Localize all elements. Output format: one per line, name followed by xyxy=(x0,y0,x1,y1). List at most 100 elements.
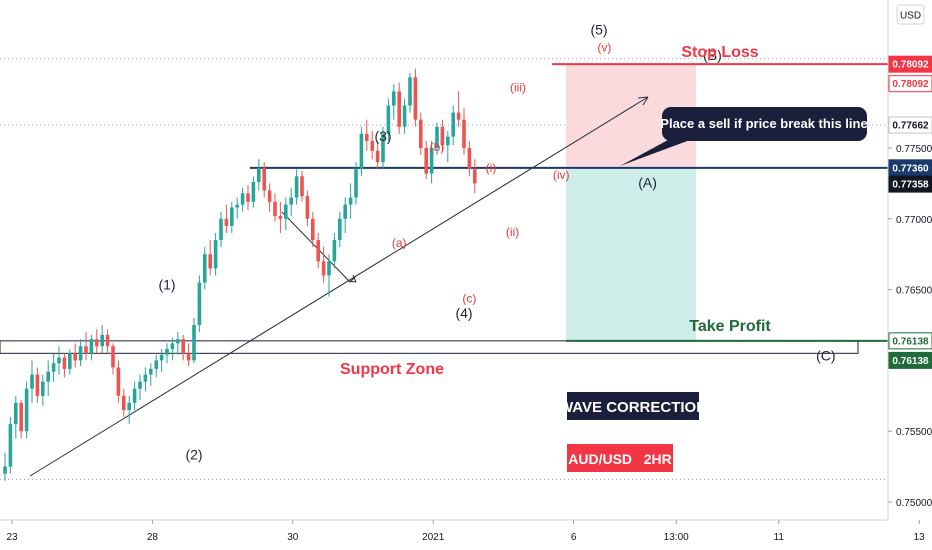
candle-body xyxy=(262,167,266,191)
time-tick-label: 23 xyxy=(6,532,18,543)
candle-body xyxy=(51,363,56,372)
candle-body xyxy=(359,133,364,170)
wave-labels: (1) (2) (3) (4) (5) (A) (B) (C) (a) (b) (c) (i) (ii)… xyxy=(158,22,835,463)
wave-label: (5) xyxy=(590,22,607,38)
support-zone-box xyxy=(0,340,859,354)
candle-body xyxy=(413,77,418,120)
wave-label: (b) xyxy=(430,140,445,154)
candle-body xyxy=(165,349,169,355)
candle-body xyxy=(273,201,277,216)
price-tick-label: 0.76500 xyxy=(896,286,932,297)
stop-loss-label: Stop Loss xyxy=(681,44,758,61)
price-tag xyxy=(888,175,932,193)
candle-body xyxy=(392,91,396,106)
wave-correction-text: WAVE CORRECTION xyxy=(559,399,707,416)
candle-body xyxy=(230,207,234,226)
callout-text: Place a sell if price break this line xyxy=(660,116,867,131)
candle-body xyxy=(381,133,385,163)
candle-body xyxy=(41,381,45,396)
candlesticks xyxy=(3,68,477,481)
wave-label: (B) xyxy=(703,47,722,63)
candle-body xyxy=(8,424,13,467)
candle-body xyxy=(397,91,401,127)
candle-body xyxy=(365,133,369,141)
wave-label: (1) xyxy=(158,277,175,293)
candle-body xyxy=(429,148,434,174)
trend-line xyxy=(29,96,649,477)
candle-body xyxy=(386,105,391,134)
candle-body xyxy=(370,140,374,151)
candle-body xyxy=(354,169,358,198)
currency-button[interactable]: USD xyxy=(896,4,925,25)
price-tag-label: 0.78092 xyxy=(892,79,929,90)
candle-body xyxy=(127,402,131,410)
candle-body xyxy=(348,197,353,205)
time-tick-label: 28 xyxy=(147,532,159,543)
price-tag-label: 0.77358 xyxy=(892,180,929,191)
wave-label: (i) xyxy=(486,161,497,175)
wave-label: (a) xyxy=(392,236,407,250)
candle-body xyxy=(170,343,175,350)
time-tick-label: 6 xyxy=(571,532,577,543)
risk-reward-zones[interactable] xyxy=(566,64,696,341)
candle-body xyxy=(424,148,428,174)
candle-body xyxy=(3,466,7,474)
candle-body xyxy=(138,381,142,389)
trend-line-arrow xyxy=(637,96,649,106)
candle-body xyxy=(89,339,94,354)
price-tick-label: 0.77500 xyxy=(896,144,932,155)
candle-body xyxy=(62,357,67,369)
price-tag-label: 0.78092 xyxy=(892,60,929,71)
candle-body xyxy=(446,136,450,146)
time-tick-label: 11 xyxy=(774,532,785,543)
candle-body xyxy=(246,193,250,202)
candle-body xyxy=(122,395,126,410)
candle-body xyxy=(251,181,256,202)
candle-body xyxy=(30,374,34,389)
candle-body xyxy=(327,261,331,276)
candle-body xyxy=(462,119,466,148)
candle-body xyxy=(473,169,477,184)
candle-body xyxy=(208,254,212,269)
candle-body xyxy=(321,261,326,276)
sell-callout: Place a sell if price break this line xyxy=(620,107,868,166)
candle-body xyxy=(224,218,229,226)
candle-body xyxy=(105,334,110,347)
candle-body xyxy=(305,196,310,219)
price-tag-label: 0.76138 xyxy=(892,336,929,347)
correction-arrow xyxy=(347,274,357,283)
candle-body xyxy=(78,346,83,361)
candle-body xyxy=(408,77,412,106)
candle-body xyxy=(14,402,18,425)
profit-zone xyxy=(566,167,696,341)
candle-body xyxy=(149,368,153,375)
candle-body xyxy=(176,339,180,344)
wave-label: (3) xyxy=(374,128,391,144)
price-tags: 0.78092 0.78092 0.77662 0.77360 0.77358 0.761… xyxy=(888,55,932,369)
candle-body xyxy=(451,112,455,137)
candle-body xyxy=(24,388,29,432)
wave-label: (v) xyxy=(597,41,611,55)
candle-body xyxy=(467,148,472,170)
chart-lines xyxy=(0,63,888,477)
candle-body xyxy=(289,197,293,205)
price-tag xyxy=(888,75,932,93)
candle-body xyxy=(154,360,158,369)
candle-body xyxy=(186,353,191,361)
pair-timeframe-box: AUD/USD 2HR xyxy=(567,444,673,472)
candle-body xyxy=(419,119,423,148)
candle-body xyxy=(456,112,461,120)
candle-body xyxy=(375,150,380,163)
candle-body xyxy=(300,176,304,197)
price-tag-label: 0.77662 xyxy=(892,121,929,132)
candle-body xyxy=(46,371,50,382)
candle-body xyxy=(235,204,239,208)
time-tick-label: 13:00 xyxy=(664,532,689,543)
wave-label: (A) xyxy=(638,175,657,191)
time-tick-label: 2021 xyxy=(422,532,445,543)
candle-body xyxy=(132,388,137,403)
price-tag-label: 0.77360 xyxy=(892,163,929,174)
time-tick-label: 30 xyxy=(287,532,299,543)
